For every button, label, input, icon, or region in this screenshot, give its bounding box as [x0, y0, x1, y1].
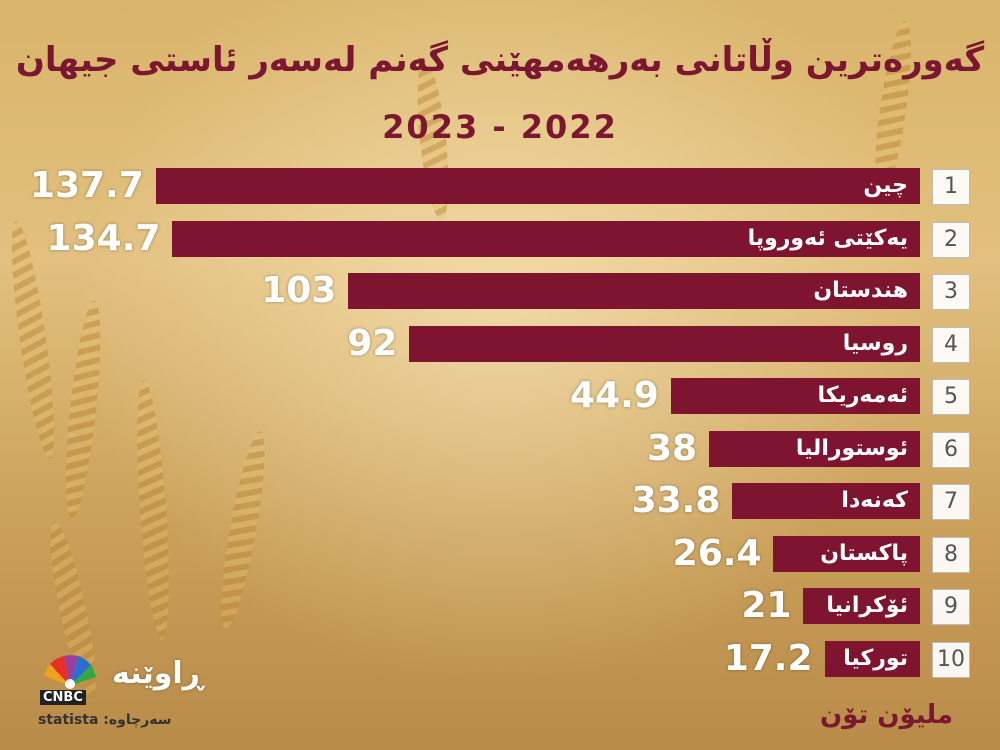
bar-value-label: 21	[741, 585, 792, 626]
bar-category-label: ئۆکرانیا	[826, 593, 908, 618]
rank-number: 8	[932, 536, 970, 573]
rank-number: 6	[932, 431, 970, 468]
bar-value-label: 26.4	[672, 532, 762, 574]
rank-number: 3	[932, 274, 970, 310]
rank-number: 7	[932, 484, 970, 520]
network-name: CNBC	[40, 690, 86, 705]
chart-subtitle: 2023 - 2022	[382, 108, 618, 146]
bar-category-label: کەنەدا	[841, 488, 908, 513]
bar-value-label: 33.8	[631, 480, 721, 521]
bar-category-label: تورکیا	[843, 645, 908, 671]
source-label: statista :سەرچاوە	[38, 712, 172, 728]
bar-value-label: 92	[347, 322, 398, 364]
cnbc-peacock-logo	[44, 655, 96, 689]
bar: پاکستان	[773, 535, 920, 572]
bar-value-label: 44.9	[569, 375, 659, 416]
rank-number: 1	[932, 169, 970, 205]
bar-category-label: ئەمەریکا	[817, 383, 908, 408]
bar-category-label: ئوستورالیا	[795, 435, 908, 461]
bar: یەکێتی ئەوروپا	[172, 220, 920, 257]
rank-number: 2	[932, 221, 970, 258]
bar: چین	[155, 168, 920, 204]
bar: هندستان	[348, 273, 920, 309]
bar: تورکیا	[824, 640, 920, 677]
bar: کەنەدا	[732, 483, 920, 519]
bar-value-label: 38	[646, 427, 698, 469]
bar-value-label: 137.7	[29, 165, 144, 206]
bar: روسیا	[409, 325, 920, 362]
bar-category-label: پاکستان	[820, 540, 908, 566]
bar-category-label: چین	[863, 173, 908, 198]
chart-title: گەورەترین وڵاتانی بەرهەمهێنی گەنم لەسەر …	[15, 40, 985, 80]
bar-category-label: روسیا	[842, 330, 908, 356]
bar-category-label: هندستان	[813, 278, 908, 303]
bar: ئوستورالیا	[709, 430, 920, 467]
brand-name: ڕاوێنە	[112, 656, 204, 691]
bar: ئەمەریکا	[670, 378, 920, 414]
rank-number: 4	[932, 326, 970, 363]
bar-category-label: یەکێتی ئەوروپا	[747, 225, 908, 251]
rank-number: 5	[932, 379, 970, 415]
bar-value-label: 103	[261, 270, 337, 311]
bar: ئۆکرانیا	[803, 588, 920, 624]
rank-number: 9	[932, 589, 970, 625]
bar-value-label: 17.2	[723, 637, 813, 679]
unit-label: ملیۆن تۆن	[820, 700, 954, 730]
rank-number: 10	[932, 641, 970, 678]
bar-value-label: 134.7	[46, 217, 161, 259]
